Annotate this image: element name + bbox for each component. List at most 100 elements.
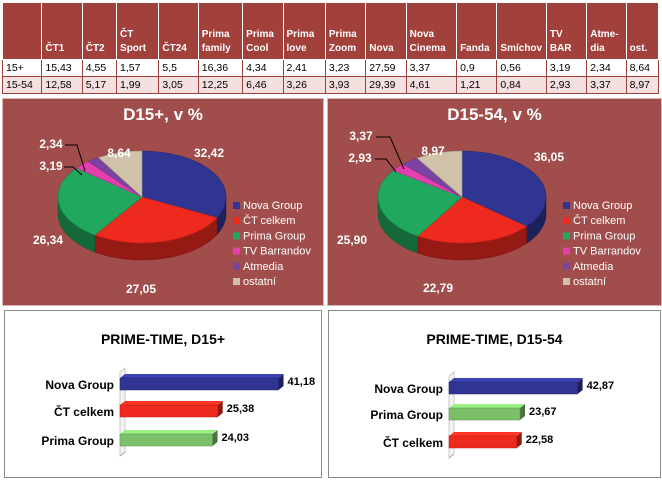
table-cell: 5,17 — [81, 76, 118, 94]
pie-title-d15: D15+, v % — [123, 105, 203, 124]
legend-swatch-ostatni — [563, 278, 570, 285]
bar-ct-celkem — [119, 404, 218, 418]
table-cell: 4,55 — [81, 59, 118, 77]
pie-chart-d1554: 36,05 22,79 25,90 2,93 3,37 8,97 Nova Group ČT … — [337, 129, 641, 295]
pie-chart-d15: 32,42 27,05 26,34 3,19 2,34 8,64 Nova Group ČT … — [33, 137, 311, 296]
table-cell: 2,41 — [282, 59, 326, 77]
bar-end-ct-celkem — [516, 432, 522, 448]
legend-label: ČT celkem — [243, 214, 295, 227]
table-cell: 16,36 — [197, 59, 244, 77]
legend-label: Prima Group — [573, 230, 635, 242]
bar-chart-d1554: Nova Group 42,87 Prima Group 23,67 ČT celkem… — [370, 371, 615, 459]
table-cell: 6,46 — [242, 76, 284, 94]
legend-label: ostatní — [573, 276, 606, 288]
legend-label: TV Barrandov — [243, 246, 311, 258]
pie-data-label: 8,64 — [107, 146, 131, 160]
table-row: 15+ 15,43 4,55 1,57 5,5 16,36 4,34 2,41 … — [1, 59, 660, 77]
header-cell: Smíchov — [496, 2, 547, 60]
pie-data-label: 22,79 — [423, 281, 453, 295]
legend-label: Nova Group — [573, 200, 632, 212]
table-cell: 29,39 — [365, 76, 407, 94]
pie-slice-nova-group — [141, 150, 227, 219]
header-cell: ČT2 — [81, 2, 118, 60]
table-cell: 1,57 — [116, 59, 160, 77]
category-label: ČT celkem — [54, 404, 114, 419]
pie-panel-d15: D15+, v % 32,42 27,05 26,34 3,19 2,34 8,64 Nov… — [2, 98, 324, 306]
header-cell: Atme-dia — [586, 2, 627, 60]
pie-slice-nova-group — [461, 150, 547, 227]
category-label: Prima Group — [41, 434, 114, 448]
table-cell: 0,56 — [496, 59, 547, 77]
pie-slice-ct-celkem — [417, 196, 528, 244]
table-cell: 27,59 — [365, 59, 407, 77]
legend-label: TV Barrandov — [573, 246, 641, 258]
axis-corner — [119, 451, 126, 457]
pie-slice-prima-group — [57, 167, 143, 236]
bar-end-prima-group — [212, 430, 218, 446]
header-cell — [1, 2, 43, 60]
pie-slice-ostatni — [416, 150, 463, 198]
table-cell: 0,84 — [496, 76, 547, 94]
category-label: ČT celkem — [383, 435, 443, 450]
bar-end-ct-celkem — [217, 401, 223, 417]
pie-title-d1554: D15-54, v % — [447, 105, 542, 124]
bar-title-d15: PRIME-TIME, D15+ — [100, 331, 226, 347]
pie-data-label: 3,37 — [349, 129, 373, 143]
pie-slice-ct-celkem — [94, 196, 218, 244]
header-cell: Prima Zoom — [324, 2, 367, 60]
table-cell: 3,23 — [324, 59, 367, 77]
bar-top-prima-group — [120, 430, 218, 434]
table-cell: 3,93 — [324, 76, 367, 94]
bar-end-nova-group — [278, 374, 284, 390]
pie-slice-prima-group — [377, 170, 463, 237]
legend-swatch-tv-barrandov — [563, 247, 570, 255]
table-cell: 2,93 — [545, 76, 588, 94]
row-label: 15-54 — [1, 76, 43, 94]
pie-slice-ostatni — [98, 150, 143, 198]
legend-label: ostatní — [243, 276, 276, 288]
category-label: Nova Group — [374, 382, 443, 396]
table-cell: 3,19 — [545, 59, 588, 77]
header-cell: ČT24 — [158, 2, 199, 60]
pie-data-label: 27,05 — [126, 282, 156, 296]
row-label: 15+ — [1, 59, 43, 77]
legend-swatch-prima-group — [563, 232, 570, 240]
legend-label: Prima Group — [243, 230, 305, 242]
table-cell: 3,37 — [586, 76, 627, 94]
table-cell: 8,97 — [625, 76, 660, 94]
table-cell: 3,37 — [405, 59, 458, 77]
bar-chart-d15: Nova Group 41,18 ČT celkem 25,38 Prima Group… — [41, 367, 316, 457]
bar-end-prima-group — [520, 404, 526, 420]
category-label: Prima Group — [370, 408, 443, 422]
pie-panel-d1554: D15-54, v % 36,05 22,79 25,90 2,93 3,37 8,97 N… — [327, 98, 662, 306]
table-cell: 3,26 — [282, 76, 326, 94]
header-cell: Nova — [365, 2, 407, 60]
legend-label: Atmedia — [243, 261, 284, 273]
label-leader-line — [376, 136, 405, 170]
label-leader-line — [375, 158, 397, 173]
bar-panel-d15: PRIME-TIME, D15+ Nova Group 41,18 ČT celke… — [4, 310, 322, 478]
bar-data-label: 22,58 — [526, 434, 554, 446]
table-cell: 4,61 — [405, 76, 458, 94]
legend-label: ČT celkem — [573, 214, 625, 227]
legend-swatch-atmedia — [563, 262, 570, 270]
bar-nova-group — [448, 381, 578, 395]
legend-swatch-ct-celkem — [563, 217, 570, 225]
table-row: 15-54 12,58 5,17 1,99 3,05 12,25 6,46 3,… — [1, 76, 660, 94]
table-cell: 3,05 — [158, 76, 199, 94]
table-cell: 1,21 — [456, 76, 498, 94]
bar-top-nova-group — [120, 374, 284, 378]
table-cell: 0,9 — [456, 59, 498, 77]
header-cell: Prima family — [197, 2, 244, 60]
label-leader-line — [64, 166, 83, 176]
header-cell: Prima Cool — [242, 2, 284, 60]
bar-data-label: 42,87 — [587, 380, 615, 392]
pie-data-label: 3,19 — [39, 159, 63, 173]
bar-top-nova-group — [449, 378, 583, 382]
bar-data-label: 41,18 — [288, 376, 316, 388]
header-cell: ost. — [625, 2, 660, 60]
table-cell: 5,5 — [158, 59, 199, 77]
legend-label: Atmedia — [573, 261, 614, 273]
bar-panel-d1554: PRIME-TIME, D15-54 Nova Group 42,87 Prima … — [328, 310, 661, 478]
pie-data-label: 25,90 — [337, 233, 367, 247]
